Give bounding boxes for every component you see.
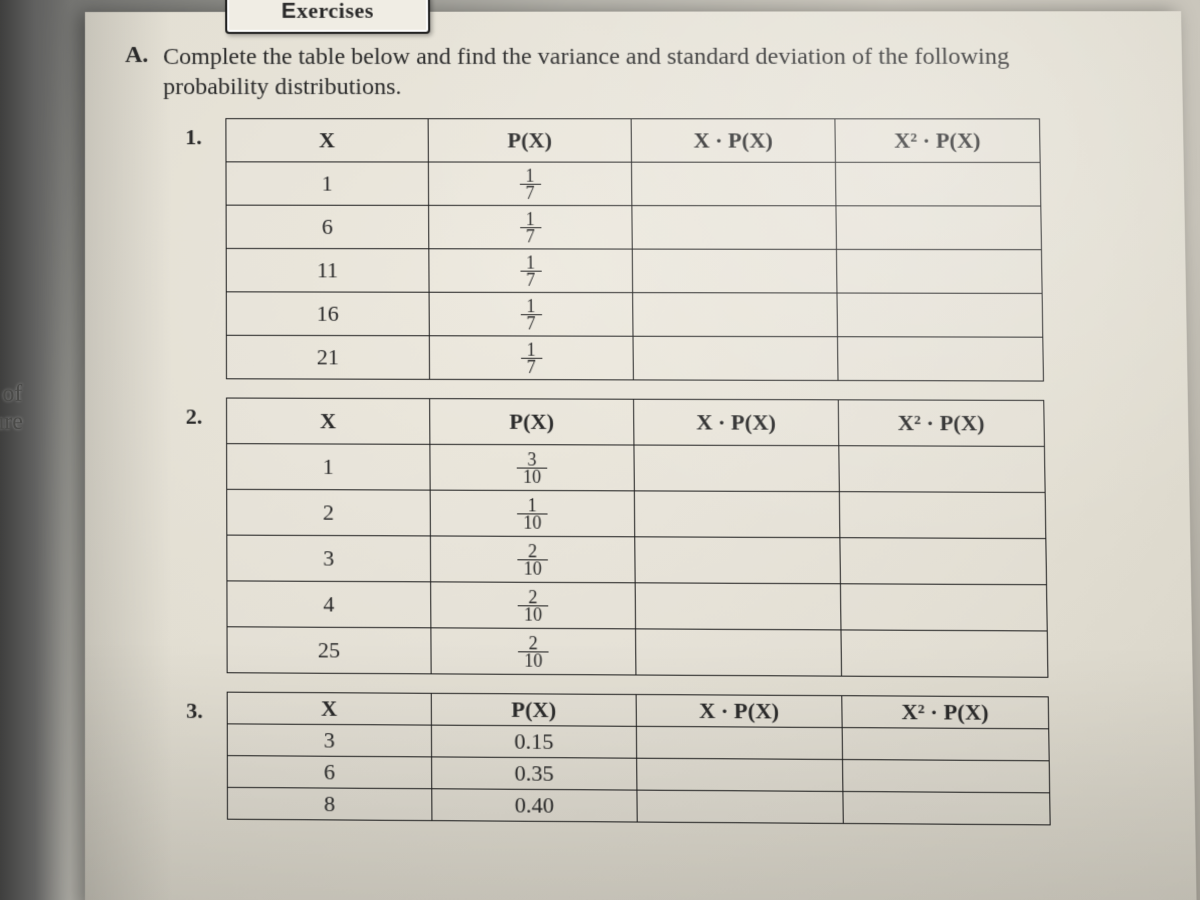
- table-header-row: X P(X) X · P(X) X² · P(X): [226, 119, 1040, 163]
- table-header-row: X P(X) X · P(X) X² · P(X): [227, 398, 1045, 446]
- cell-xpx: [635, 583, 841, 630]
- cell-x2px: [840, 584, 1047, 631]
- cell-x2px: [843, 791, 1050, 824]
- cell-x: 6: [227, 756, 431, 789]
- cell-x: 21: [226, 335, 429, 379]
- cell-x2px: [843, 760, 1050, 793]
- probability-table-2: X P(X) X · P(X) X² · P(X) 1 310 2 110 3 …: [226, 398, 1048, 678]
- cell-x: 1: [226, 162, 429, 205]
- cell-px: 210: [431, 628, 636, 675]
- table-number: 3.: [186, 691, 227, 724]
- cell-px: 210: [430, 536, 635, 583]
- table-row: 4 210: [227, 581, 1047, 631]
- cell-xpx: [637, 758, 843, 791]
- cell-xpx: [634, 445, 839, 492]
- table-row: 2 110: [227, 489, 1046, 538]
- exercises-label: xercises: [296, 0, 373, 23]
- cell-x2px: [837, 293, 1043, 337]
- table-block-1: 1. X P(X) X · P(X) X² · P(X) 1 17 6 17: [185, 118, 1146, 382]
- cell-px: 210: [431, 582, 636, 629]
- col-header-x2px: X² · P(X): [838, 400, 1044, 447]
- cell-x2px: [835, 162, 1040, 206]
- cell-px: 17: [429, 292, 633, 336]
- table-number: 2.: [186, 397, 226, 430]
- instruction-row: A. Complete the table below and find the…: [125, 42, 1142, 103]
- cell-px: 0.35: [432, 757, 637, 790]
- cell-xpx: [633, 293, 838, 337]
- left-margin-fragment: e of ure: [0, 380, 23, 437]
- col-header-px: P(X): [428, 119, 631, 162]
- col-header-x2px: X² · P(X): [835, 119, 1040, 163]
- col-header-px: P(X): [431, 693, 636, 726]
- col-header-x: X: [226, 119, 428, 162]
- table-row: 21 17: [226, 335, 1043, 381]
- cell-px: 17: [429, 336, 633, 380]
- col-header-x2px: X² · P(X): [842, 696, 1049, 729]
- col-header-x: X: [227, 398, 430, 444]
- cell-x: 3: [227, 724, 431, 757]
- exercises-heading-tab: Exercises: [225, 0, 430, 34]
- cell-x2px: [842, 728, 1049, 761]
- cell-x2px: [836, 206, 1042, 250]
- cell-px: 110: [430, 490, 635, 537]
- cell-x: 1: [227, 444, 431, 490]
- cell-xpx: [632, 206, 837, 250]
- cell-xpx: [636, 629, 842, 676]
- left-page-shadow: [0, 0, 70, 900]
- table-row: 8 0.40: [227, 787, 1050, 825]
- table-header-row: X P(X) X · P(X) X² · P(X): [227, 692, 1049, 729]
- table-block-3: 3. X P(X) X · P(X) X² · P(X) 3 0.15 6 0.…: [186, 691, 1154, 826]
- section-letter: A.: [125, 42, 149, 69]
- cell-px: 17: [429, 205, 633, 249]
- cell-x2px: [839, 446, 1045, 493]
- cell-x: 8: [227, 787, 432, 820]
- cell-xpx: [634, 491, 840, 538]
- table-number: 1.: [185, 118, 225, 150]
- cell-xpx: [631, 162, 835, 206]
- col-header-x: X: [227, 692, 431, 725]
- cell-x: 25: [227, 627, 431, 674]
- margin-text-line: e of: [0, 380, 23, 409]
- textbook-page: Exercises A. Complete the table below an…: [85, 11, 1197, 900]
- cell-xpx: [633, 336, 838, 380]
- cell-xpx: [635, 537, 841, 584]
- instruction-text: Complete the table below and find the va…: [163, 42, 1053, 103]
- cell-x2px: [840, 538, 1047, 585]
- cell-x: 2: [227, 489, 431, 536]
- table-row: 3 210: [227, 535, 1047, 585]
- cell-x: 6: [226, 205, 429, 249]
- table-row: 3 0.15: [227, 724, 1049, 761]
- cell-x: 16: [226, 292, 429, 336]
- cell-x2px: [841, 630, 1048, 677]
- cell-px: 17: [429, 249, 633, 293]
- cell-x: 11: [226, 248, 429, 292]
- col-header-px: P(X): [430, 399, 634, 445]
- cell-x2px: [836, 249, 1042, 293]
- table-row: 16 17: [226, 292, 1043, 337]
- margin-text-line: ure: [0, 408, 23, 437]
- cell-x2px: [839, 492, 1045, 539]
- table-row: 1 17: [226, 162, 1041, 206]
- table-block-2: 2. X P(X) X · P(X) X² · P(X) 1 310 2 110: [186, 397, 1152, 678]
- cell-x: 4: [227, 581, 431, 628]
- cell-xpx: [636, 726, 842, 759]
- cell-px: 0.40: [432, 789, 637, 822]
- col-header-xpx: X · P(X): [636, 694, 842, 727]
- table-row: 1 310: [227, 444, 1046, 493]
- cell-x2px: [837, 337, 1043, 381]
- probability-table-1: X P(X) X · P(X) X² · P(X) 1 17 6 17 11 1…: [225, 118, 1044, 381]
- cell-px: 0.15: [431, 725, 636, 758]
- cell-px: 310: [430, 444, 634, 491]
- cell-xpx: [632, 249, 837, 293]
- probability-table-3: X P(X) X · P(X) X² · P(X) 3 0.15 6 0.35 …: [227, 692, 1051, 826]
- col-header-xpx: X · P(X): [631, 119, 835, 163]
- col-header-xpx: X · P(X): [634, 399, 839, 445]
- table-row: 25 210: [227, 627, 1048, 678]
- table-row: 6 17: [226, 205, 1041, 250]
- cell-xpx: [637, 790, 843, 823]
- cell-px: 17: [428, 162, 632, 206]
- cell-x: 3: [227, 535, 431, 582]
- table-row: 11 17: [226, 248, 1042, 293]
